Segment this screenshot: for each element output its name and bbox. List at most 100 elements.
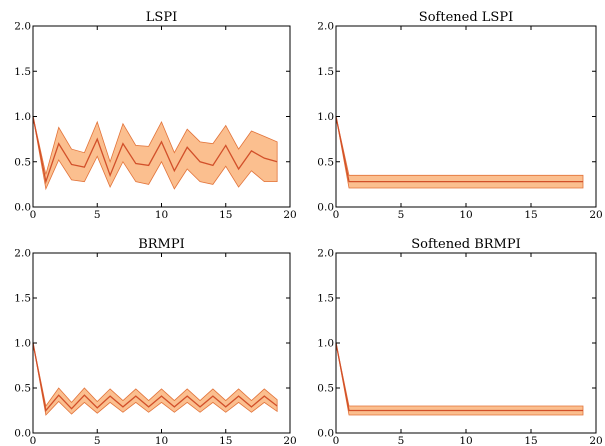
y-tick-label: 2.0 xyxy=(14,248,31,260)
data-point xyxy=(70,408,72,410)
x-tick-label: 5 xyxy=(94,209,101,221)
data-point xyxy=(530,180,532,182)
data-point xyxy=(186,146,188,148)
data-point xyxy=(439,409,441,411)
data-point xyxy=(517,409,519,411)
data-point xyxy=(413,180,415,182)
data-point xyxy=(276,405,278,407)
x-tick-label: 15 xyxy=(524,435,537,446)
data-point xyxy=(199,161,201,163)
data-point xyxy=(135,162,137,164)
data-point xyxy=(374,180,376,182)
data-point xyxy=(147,406,149,408)
y-tick-label: 1.0 xyxy=(317,111,334,123)
y-tick-label: 1.5 xyxy=(14,66,31,78)
y-tick-label: 0.5 xyxy=(317,156,334,168)
data-point xyxy=(556,409,558,411)
x-tick-label: 20 xyxy=(283,435,296,446)
data-point xyxy=(250,406,252,408)
data-point xyxy=(413,409,415,411)
data-point xyxy=(186,395,188,397)
data-point xyxy=(237,168,239,170)
series-line xyxy=(32,342,278,412)
data-point xyxy=(45,409,47,411)
data-point xyxy=(556,180,558,182)
data-point xyxy=(348,409,350,411)
data-point xyxy=(491,180,493,182)
data-point xyxy=(225,406,227,408)
y-tick-label: 1.5 xyxy=(317,293,334,305)
series-line xyxy=(335,116,583,183)
chart-panel-softened-lspi: Softened LSPI 0 5 10 15 20 0.0 0.5 1.0 1.5 2.0 xyxy=(317,10,602,221)
y-tick-label: 1.5 xyxy=(14,293,31,305)
data-point xyxy=(212,164,214,166)
y-tick-label: 1.0 xyxy=(14,338,31,350)
data-point xyxy=(96,407,98,409)
series-line xyxy=(335,342,583,412)
data-point xyxy=(361,180,363,182)
x-tick-label: 20 xyxy=(589,209,602,221)
data-point xyxy=(45,180,47,182)
data-point xyxy=(387,180,389,182)
data-point xyxy=(58,394,60,396)
data-point xyxy=(517,180,519,182)
x-tick-label: 20 xyxy=(589,435,602,446)
data-point xyxy=(504,180,506,182)
data-point xyxy=(543,180,545,182)
confidence-band xyxy=(335,342,584,416)
series-line xyxy=(32,116,278,185)
data-point xyxy=(582,180,584,182)
data-point xyxy=(465,180,467,182)
data-point xyxy=(237,395,239,397)
x-tick-label: 0 xyxy=(333,435,340,446)
x-tick-label: 0 xyxy=(30,435,37,446)
x-tick-label: 10 xyxy=(155,209,168,221)
data-point xyxy=(426,180,428,182)
x-tick-label: 10 xyxy=(155,435,168,446)
data-point xyxy=(478,409,480,411)
x-tick-label: 20 xyxy=(283,209,296,221)
y-tick-label: 1.0 xyxy=(14,111,31,123)
data-point xyxy=(569,409,571,411)
chart-title: BRMPI xyxy=(138,237,185,252)
x-tick-label: 5 xyxy=(94,435,101,446)
data-point xyxy=(122,406,124,408)
data-point xyxy=(374,409,376,411)
data-point xyxy=(160,395,162,397)
y-tick-label: 0.0 xyxy=(14,428,31,440)
y-tick-label: 0.5 xyxy=(14,156,31,168)
data-point xyxy=(122,142,124,144)
y-tick-label: 0.0 xyxy=(14,202,31,214)
data-point xyxy=(83,166,85,168)
data-point xyxy=(70,163,72,165)
data-point xyxy=(83,394,85,396)
data-point xyxy=(212,395,214,397)
chart-panel-brmpi: BRMPI 0 5 10 15 20 0.0 0.5 1.0 1.5 2.0 xyxy=(14,237,296,446)
data-point xyxy=(387,409,389,411)
x-tick-label: 15 xyxy=(524,209,537,221)
data-point xyxy=(530,409,532,411)
y-tick-label: 2.0 xyxy=(317,21,334,33)
data-point xyxy=(263,157,265,159)
data-point xyxy=(452,409,454,411)
data-point xyxy=(135,395,137,397)
data-point xyxy=(478,180,480,182)
y-tick-label: 0.5 xyxy=(14,383,31,395)
y-tick-label: 1.0 xyxy=(317,338,334,350)
x-tick-label: 10 xyxy=(459,209,472,221)
y-tick-label: 2.0 xyxy=(317,248,334,260)
data-point xyxy=(348,180,350,182)
data-point xyxy=(504,409,506,411)
data-point xyxy=(173,170,175,172)
data-point xyxy=(400,409,402,411)
x-tick-label: 5 xyxy=(398,435,405,446)
chart-title: LSPI xyxy=(146,10,177,25)
x-tick-label: 5 xyxy=(398,209,405,221)
data-point xyxy=(109,395,111,397)
y-tick-label: 1.5 xyxy=(317,66,334,78)
data-point xyxy=(250,150,252,152)
data-point xyxy=(147,164,149,166)
data-point xyxy=(173,406,175,408)
data-point xyxy=(199,406,201,408)
